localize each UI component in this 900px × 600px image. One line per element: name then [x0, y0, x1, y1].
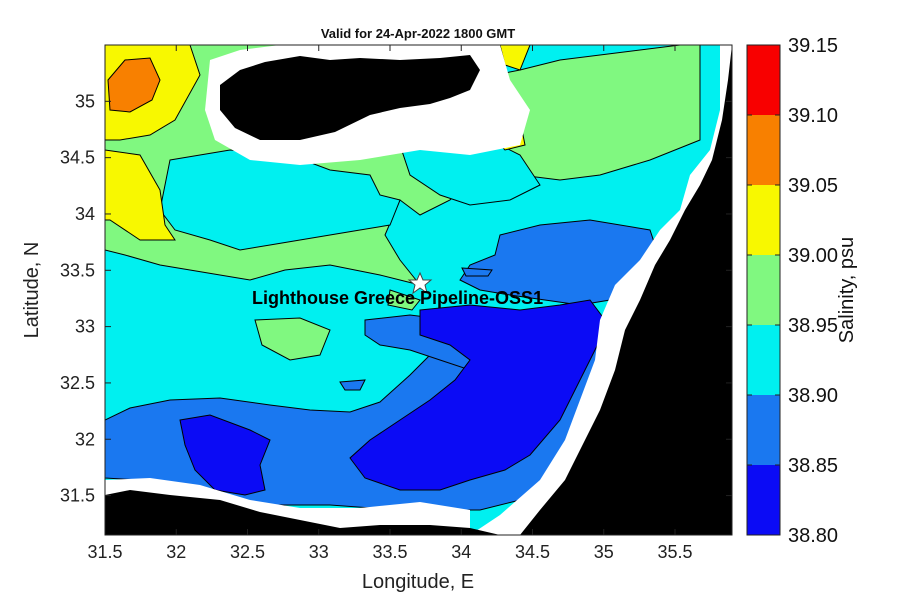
x-tick-label: 35	[594, 542, 614, 562]
x-axis-label: Longitude, E	[362, 571, 474, 593]
x-tick-label: 32.5	[230, 542, 265, 562]
site-label: Lighthouse Greece Pipeline-OSS1	[252, 288, 543, 308]
colorbar-tick-label: 38.90	[788, 385, 838, 407]
y-tick-label: 34	[75, 204, 95, 224]
colorbar	[746, 44, 781, 536]
y-tick-label: 35	[75, 91, 95, 111]
salinity-region-39-05	[107, 57, 161, 113]
land-levant	[520, 45, 732, 535]
salinity-region-38-85-small	[339, 379, 366, 391]
colorbar-tick-label: 39.15	[788, 35, 838, 57]
plot-frame	[104, 44, 733, 536]
salinity-region-38-80-east	[349, 299, 606, 491]
x-tick-label: 33	[309, 542, 329, 562]
site-star-icon	[407, 271, 433, 295]
colorbar-swatch-level-38-80	[747, 465, 780, 535]
colorbar-tick-label: 38.80	[788, 525, 838, 547]
y-tick-label: 33.5	[60, 260, 95, 280]
x-tick-label: 32	[166, 542, 186, 562]
colorbar-tick-label: 39.00	[788, 245, 838, 267]
colorbar-swatch-level-38-90	[747, 325, 780, 395]
salinity-region-38-95-south	[254, 317, 331, 361]
plot-area	[105, 45, 732, 535]
colorbar-swatch-level-39-05	[747, 115, 780, 185]
x-tick-label: 33.5	[372, 542, 407, 562]
y-axis-ticks: 31.5 32 32.5 33 33.5 34 34.5 35	[60, 91, 732, 506]
y-tick-label: 33	[75, 317, 95, 337]
salinity-region-38-85-tiny	[461, 267, 493, 277]
colorbar-label: Salinity, psu	[836, 237, 858, 343]
colorbar-tick-label: 38.85	[788, 455, 838, 477]
y-tick-label: 32.5	[60, 373, 95, 393]
x-tick-label: 34	[451, 542, 471, 562]
colorbar-tick-label: 38.95	[788, 315, 838, 337]
x-tick-label: 34.5	[515, 542, 550, 562]
colorbar-ticks: 39.15 39.10 39.05 39.00 38.95 38.90 38.85 38.80	[747, 35, 838, 547]
colorbar-swatch-level-38-95	[747, 255, 780, 325]
colorbar-swatch-level-38-85	[747, 395, 780, 465]
x-tick-label: 35.5	[657, 542, 692, 562]
salinity-region-39-00-w	[105, 149, 176, 241]
colorbar-tick-label: 39.10	[788, 105, 838, 127]
land-egypt	[105, 490, 500, 535]
salinity-region-38-95-south2	[387, 289, 421, 311]
colorbar-frame	[746, 44, 781, 536]
x-tick-label: 31.5	[87, 542, 122, 562]
x-axis-ticks: 31.5 32 32.5 33 33.5 34 34.5 35 35.5	[87, 45, 693, 562]
land-cyprus	[220, 55, 480, 140]
salinity-region-38-80-sw	[179, 414, 271, 496]
map-title: Valid for 24-Apr-2022 1800 GMT	[321, 26, 515, 41]
salinity-region-38-90-inner	[159, 149, 401, 251]
colorbar-swatch-level-39-10	[747, 45, 780, 115]
colorbar-swatch-level-39-00	[747, 185, 780, 255]
colorbar-tick-label: 39.05	[788, 175, 838, 197]
y-tick-label: 31.5	[60, 486, 95, 506]
y-tick-label: 34.5	[60, 148, 95, 168]
y-axis-label: Latitude, N	[21, 242, 43, 339]
y-tick-label: 32	[75, 429, 95, 449]
